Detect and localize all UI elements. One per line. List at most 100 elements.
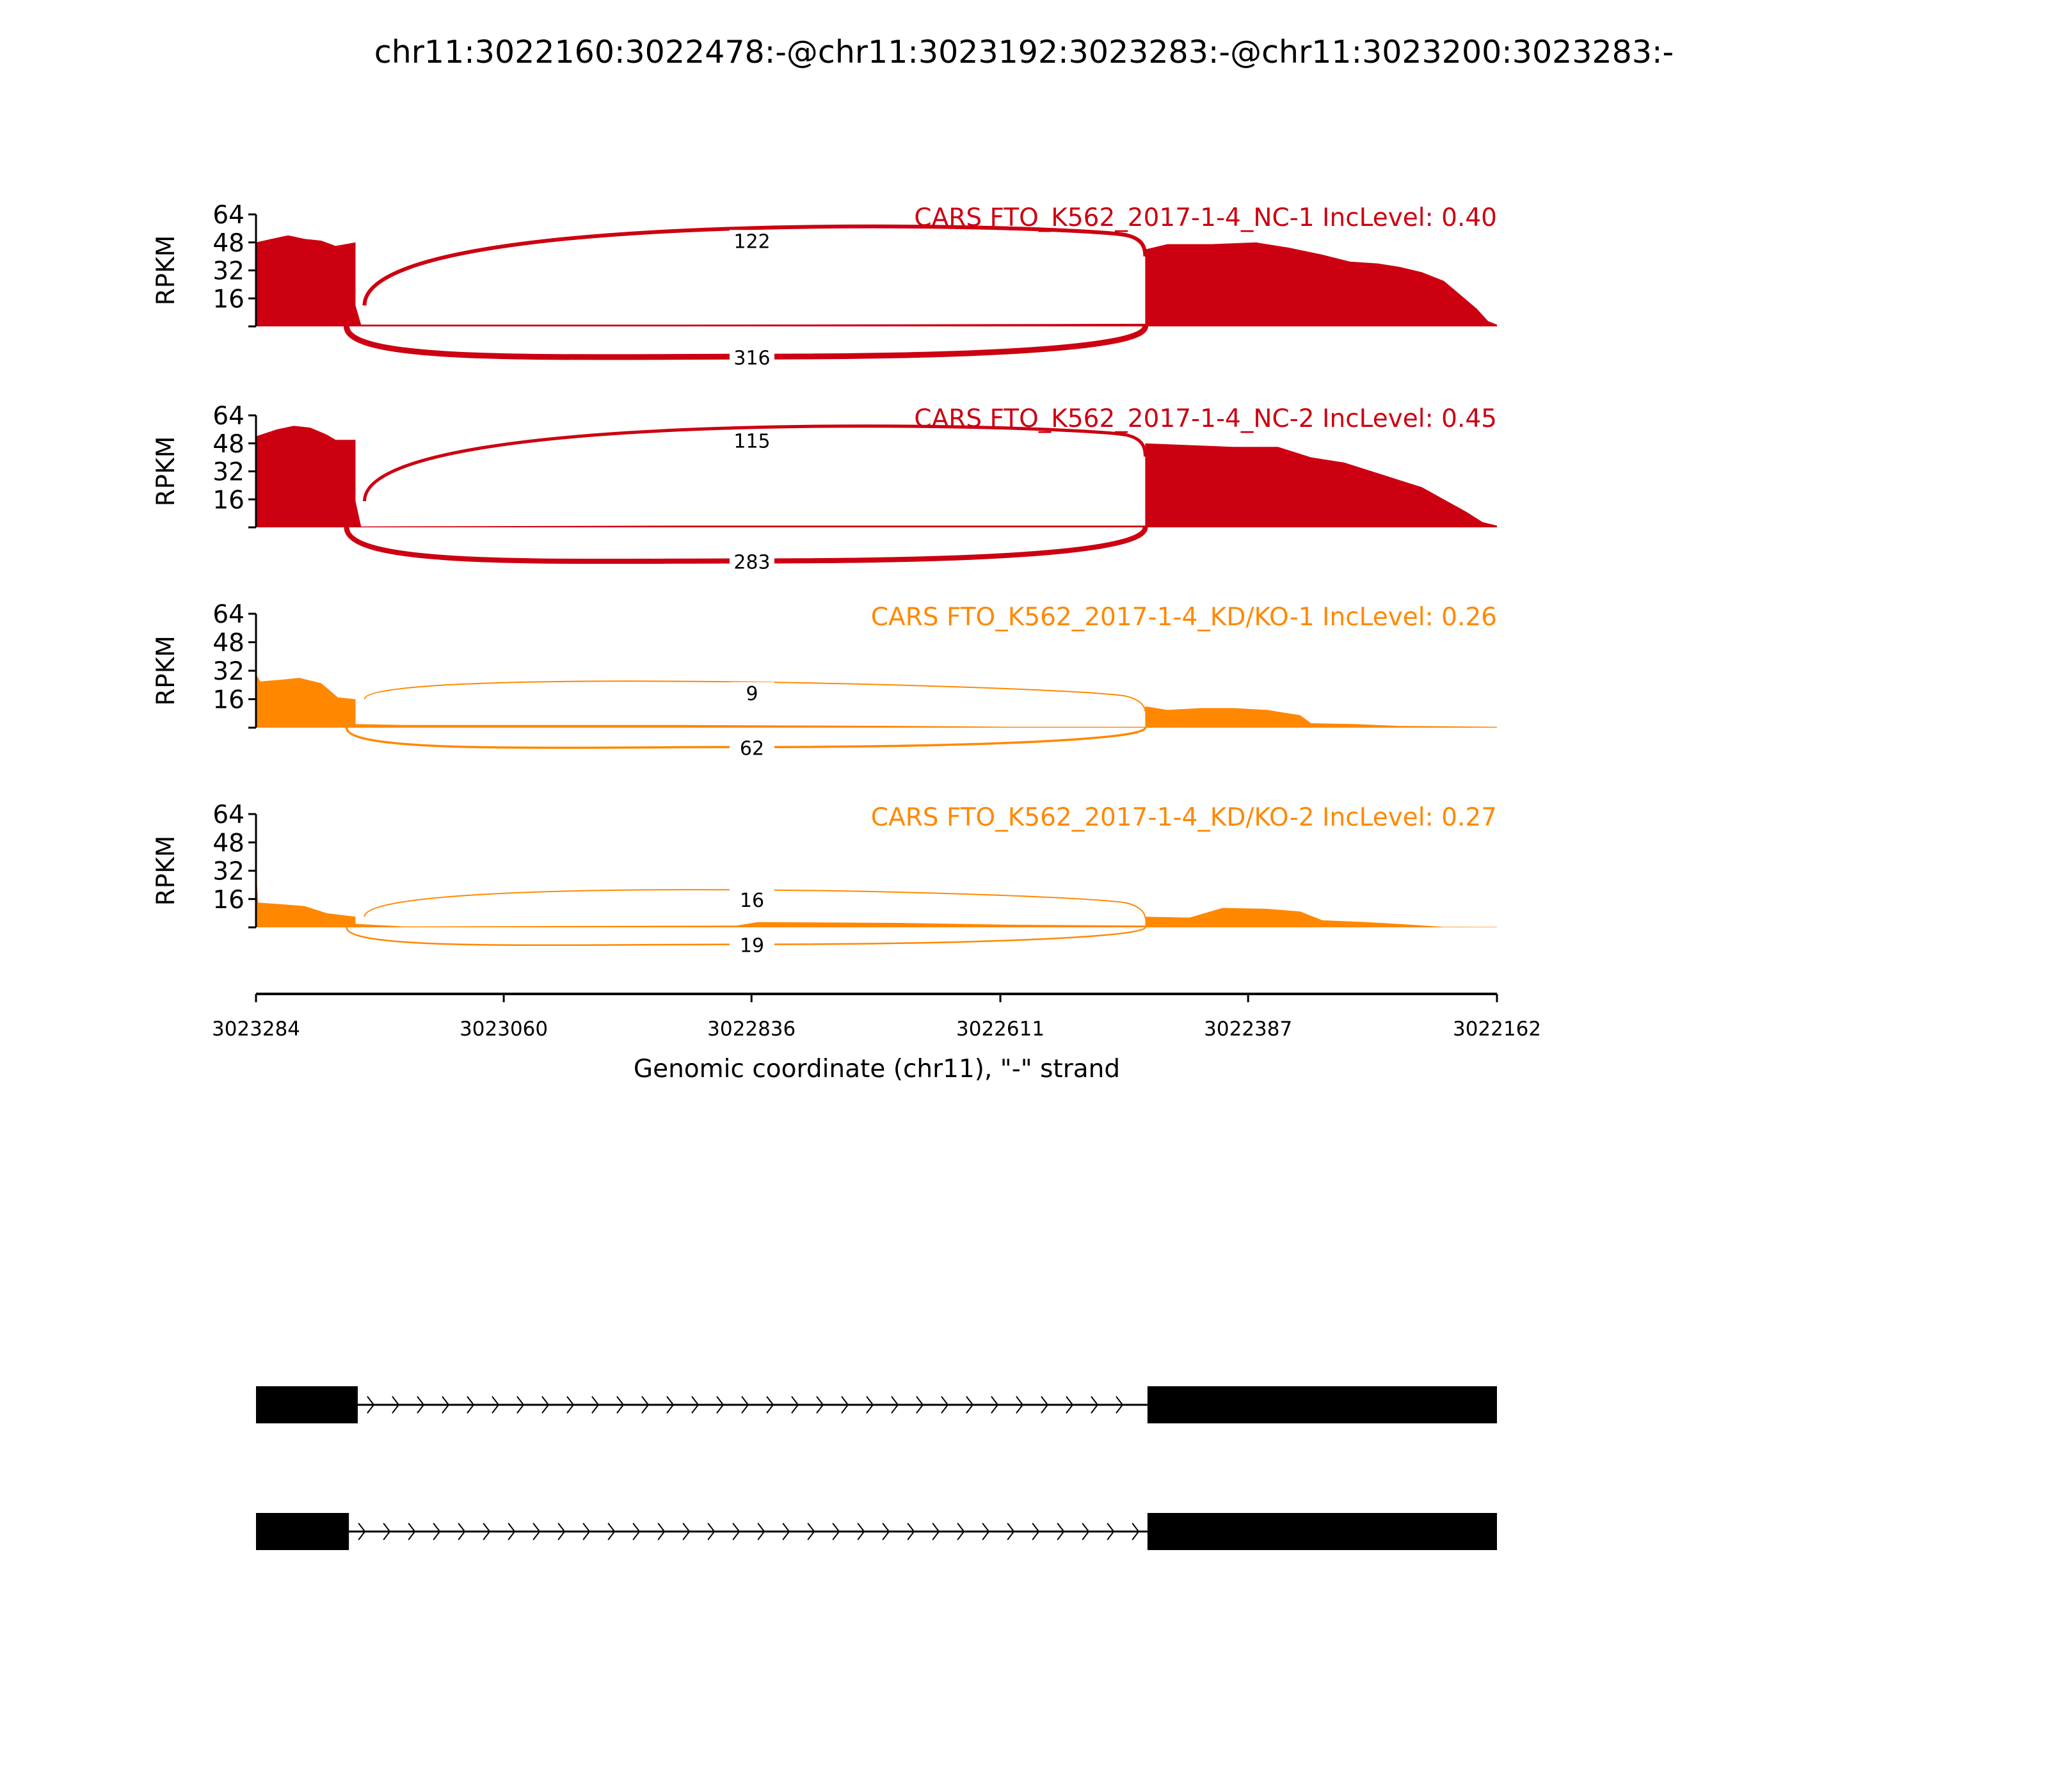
strand-chevron-icon [392,1396,400,1414]
y-tick-label: 48 [212,229,244,258]
strand-chevron-icon [433,1523,441,1540]
strand-chevron-icon [682,1523,691,1540]
y-tick-label: 48 [212,629,244,658]
gene-model-1 [256,1386,1497,1423]
junction-label-bg [730,932,774,956]
gene-models [256,1386,1497,1550]
strand-chevron-icon [891,1396,899,1414]
strand-chevron-icon [616,1396,625,1414]
strand-chevron-icon [383,1523,391,1540]
strand-chevron-icon [707,1523,716,1540]
strand-chevron-icon [882,1523,890,1540]
strand-chevron-icon [1007,1523,1015,1540]
exon-block [256,1513,349,1550]
y-tick-label: 16 [212,886,244,915]
strand-chevron-icon [632,1523,641,1540]
junction-label-bg [730,429,774,453]
y-tick-label: 32 [212,257,244,286]
strand-chevron-icon [467,1396,475,1414]
junction-label-bg [730,345,774,369]
junction-arc-inclusion [362,224,1148,306]
junction-count-skipping: 62 [740,737,764,760]
strand-chevron-icon [957,1523,965,1540]
junction-label-bg [730,735,774,759]
strand-chevron-icon [1041,1396,1049,1414]
strand-chevron-icon [1066,1396,1074,1414]
coverage-area [256,235,1497,326]
strand-chevron-icon [732,1523,740,1540]
strand-chevron-icon [508,1523,516,1540]
junction-arc-inclusion [364,889,1146,918]
strand-chevron-icon [1082,1523,1090,1540]
strand-chevron-icon [582,1523,591,1540]
y-axis-label: RPKM [152,436,180,507]
strand-chevron-icon [907,1523,915,1540]
strand-chevron-icon [916,1396,924,1414]
strand-chevron-icon [832,1523,840,1540]
strand-chevron-icon [691,1396,700,1414]
y-tick-label: 32 [212,458,244,487]
strand-chevron-icon [657,1523,666,1540]
strand-chevron-icon [1032,1523,1040,1540]
x-tick-label: 3022387 [1204,1018,1292,1041]
strand-chevron-icon [417,1396,425,1414]
gene-model-2 [256,1513,1497,1550]
y-tick-label: 48 [212,430,244,459]
x-tick-label: 3022836 [707,1018,796,1041]
y-tick-label: 64 [212,402,244,431]
strand-chevron-icon [557,1523,566,1540]
strand-chevron-icon [782,1523,790,1540]
strand-chevron-icon [607,1523,616,1540]
strand-chevron-icon [591,1396,600,1414]
strand-chevron-icon [358,1523,366,1540]
y-axis-label: RPKM [152,636,180,706]
x-tick-label: 3023284 [212,1018,300,1041]
x-axis: 3023284 3023060 3022836 3022611 3022387 30221… [212,993,1541,1041]
strand-chevron-icon [791,1396,799,1414]
strand-chevron-icon [941,1396,949,1414]
strand-chevron-icon [982,1523,990,1540]
strand-chevron-icon [741,1396,749,1414]
junction-count-inclusion: 122 [733,230,770,253]
strand-chevron-icon [516,1396,525,1414]
coverage-area [256,870,1497,927]
strand-chevron-icon [483,1523,491,1540]
strand-chevron-icon [492,1396,500,1414]
strand-chevron-icon [408,1523,416,1540]
y-tick-label: 48 [212,829,244,858]
strand-chevron-icon [566,1396,575,1414]
y-axis-label: RPKM [152,836,180,906]
chart-title: chr11:3022160:3022478:-@chr11:3023192:30… [374,34,1674,70]
x-tick-label: 3022162 [1453,1018,1541,1041]
strand-chevron-icon [1091,1396,1099,1414]
x-tick-label: 3022611 [956,1018,1044,1041]
y-tick-label: 32 [212,858,244,886]
junction-count-skipping: 316 [733,347,770,369]
panel-label: CARS FTO_K562_2017-1-4_KD/KO-2 IncLevel:… [871,803,1497,832]
y-tick-label: 16 [212,486,244,515]
strand-chevron-icon [1016,1396,1024,1414]
junction-count-inclusion: 9 [746,683,758,705]
strand-chevron-icon [841,1396,849,1414]
junction-arc-inclusion [364,680,1146,712]
y-tick-label: 16 [212,686,244,715]
coverage-area [256,674,1497,728]
y-tick-label: 16 [212,285,244,314]
y-tick-label: 32 [212,657,244,686]
junction-arc-inclusion [363,424,1147,502]
strand-chevron-icon [641,1396,650,1414]
junction-count-inclusion: 16 [740,890,764,912]
strand-chevron-icon [716,1396,724,1414]
junction-label-bg [730,549,774,573]
x-axis-label: Genomic coordinate (chr11), "-" strand [634,1055,1120,1084]
strand-chevron-icon [1132,1523,1140,1540]
exon-block [1147,1513,1497,1550]
junction-label-bg [730,230,774,253]
y-tick-label: 64 [212,801,244,829]
strand-chevron-icon [816,1396,824,1414]
strand-chevron-icon [932,1523,940,1540]
junction-label-bg [730,682,774,705]
strand-chevron-icon [1107,1523,1115,1540]
